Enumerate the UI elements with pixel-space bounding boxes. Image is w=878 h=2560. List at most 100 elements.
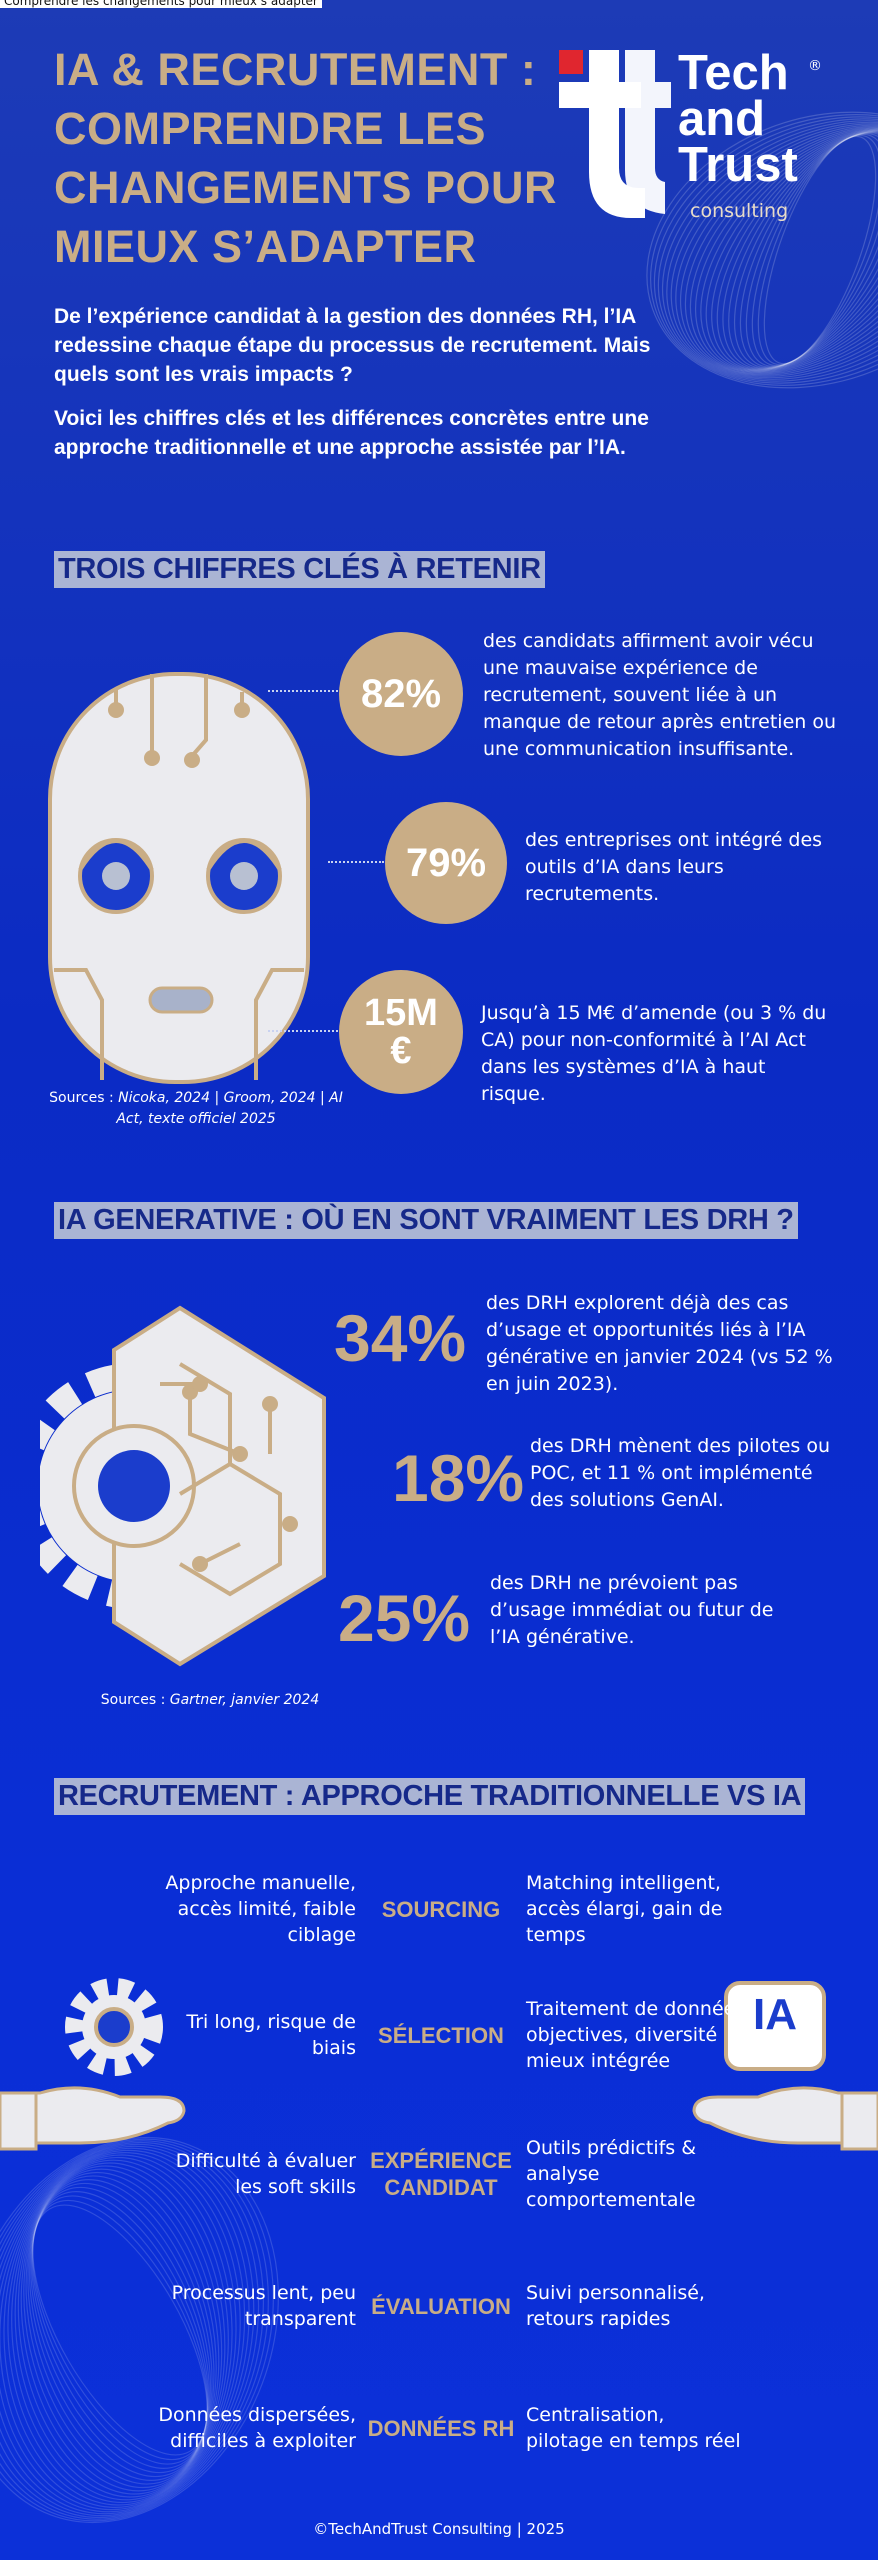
stage-label: DONNÉES RH (367, 2415, 515, 2441)
section-heading: IA GENERATIVE : OÙ EN SONT VRAIMENT LES … (54, 1202, 798, 1239)
comparison-row: Difficulté à évaluer les soft skills EXPÉ… (150, 2109, 750, 2239)
ia-badge: IA (753, 1990, 797, 2039)
genai-figure: 34% (334, 1301, 467, 1375)
decor-ellipse (745, 133, 878, 367)
decor-ellipse (675, 124, 878, 376)
decor-ellipse (0, 2141, 265, 2519)
intro-paragraph: Voici les chiffres clés et les différenc… (54, 407, 649, 459)
decor-ellipse (0, 2152, 241, 2508)
genai-text: des DRH explorent déjà des cas d’usage e… (486, 1292, 833, 1395)
decor-rect (0, 2091, 38, 2151)
genai-figure: 25% (338, 1581, 471, 1655)
traditional-text: Données dispersées, difficiles à exploit… (158, 2404, 356, 2452)
decor-ellipse (7, 2156, 233, 2504)
figure-circle: 15M € (339, 970, 463, 1094)
stage-label: EXPÉRIENCE CANDIDAT (370, 2148, 512, 2200)
decor-ellipse (17, 2165, 223, 2495)
decor-ellipse (705, 129, 878, 371)
decor-g (182, 1376, 298, 1572)
ai-text: Traitement de données objectives, divers… (526, 1998, 746, 2072)
decor-circle (230, 862, 258, 890)
comparison-row: Données dispersées, difficiles à exploit… (150, 2363, 750, 2493)
footer: ©TechAndTrust Consulting | 2025 (313, 2520, 565, 2538)
title-line: COMPRENDRE LES (54, 103, 487, 154)
sources: Sources : Gartner, janvier 2024 (60, 1690, 360, 1711)
sources-text: Gartner, janvier 2024 (169, 1692, 320, 1708)
decor-ellipse (23, 2171, 217, 2489)
decor-ellipse (32, 2204, 208, 2456)
figure-circle: 82% (339, 632, 463, 756)
ai-text: Centralisation, pilotage en temps réel (526, 2404, 741, 2452)
title-line: MIEUX S’ADAPTER (54, 221, 477, 272)
sources-label: Sources : (49, 1090, 114, 1106)
decor-ellipse (751, 133, 878, 367)
decor-ellipse (27, 2179, 213, 2481)
decor-ellipse (700, 128, 878, 372)
figure-text: Jusqu’à 15 M€ d’amende (ou 3 % du CA) po… (481, 1002, 827, 1105)
decor-rect (148, 986, 214, 1014)
logo-line: and (678, 92, 766, 146)
decor-path (206, 839, 282, 872)
decor-circle (192, 1376, 208, 1392)
traditional-text: Approche manuelle, accès limité, faible … (165, 1872, 356, 1946)
genai-text: des DRH ne prévoient pas d’usage immédia… (490, 1572, 774, 1648)
connector (268, 690, 338, 692)
decor-ellipse (661, 120, 878, 380)
stage-label: SOURCING (381, 1896, 501, 1922)
decor-ellipse (670, 123, 878, 377)
sources: Sources : Nicoka, 2024 | Groom, 2024 | A… (46, 1088, 346, 1130)
section-heading: TROIS CHIFFRES CLÉS À RETENIR (54, 551, 545, 588)
decor-ellipse (0, 2147, 250, 2513)
comparison-row: Processus lent, peu transparent ÉVALUATIO… (150, 2241, 750, 2371)
ai-text: Outils prédictifs & analyse comportement… (526, 2137, 697, 2211)
intro-paragraph: De l’expérience candidat à la gestion de… (54, 305, 651, 386)
decor-polyline (190, 674, 208, 758)
section-heading: RECRUTEMENT : APPROCHE TRADITIONNELLE VS… (54, 1778, 806, 1815)
decor-circle (192, 1556, 208, 1572)
decor-ellipse (28, 2182, 212, 2478)
genai-text: des DRH mènent des pilotes ou POC, et 11… (530, 1435, 830, 1511)
decor-circle (94, 2007, 134, 2047)
decor-ellipse (650, 114, 878, 386)
decor-circle (144, 750, 160, 766)
hand-gear-icon (0, 1978, 186, 2151)
decor-circle (184, 752, 200, 768)
decor-ellipse (11, 2159, 229, 2501)
decor-rect (48, 672, 310, 1084)
decor-circle (282, 1516, 298, 1532)
stage-label: ÉVALUATION (371, 2293, 511, 2319)
logo-tagline: consulting (690, 200, 789, 222)
decor-ellipse (733, 131, 878, 369)
decor-ellipse (711, 129, 878, 371)
decor-ellipse (31, 2191, 209, 2469)
decor-ellipse (716, 130, 878, 370)
figure-circle: 79% (385, 802, 507, 924)
robot-illustration (48, 672, 310, 1084)
decor-g (54, 674, 304, 1080)
figure-text: des candidats affirment avoir vécu une m… (483, 630, 837, 760)
sources-text: Nicoka, 2024 | Groom, 2024 | AI Act, tex… (116, 1090, 343, 1127)
decor-polyline (254, 968, 304, 1080)
decor-ellipse (0, 2138, 274, 2522)
decor-ellipse (728, 131, 878, 369)
decor-path (78, 839, 154, 872)
logo-line: Tech (678, 46, 789, 100)
decor-rect (840, 2091, 878, 2151)
logo-line: Trust (678, 138, 798, 192)
title-line: CHANGEMENTS POUR (54, 162, 558, 213)
ai-text: Matching intelligent, accès élargi, gain… (526, 1872, 723, 1946)
decor-path (625, 50, 671, 214)
sources-label: Sources : (100, 1692, 166, 1708)
decor-ellipse (694, 127, 878, 373)
decor-ellipse (20, 2168, 220, 2492)
decor-ellipse (689, 127, 878, 373)
decor-ellipse (3, 2154, 237, 2506)
connector (328, 861, 384, 863)
decor-circle (65, 1978, 163, 2076)
figure-text: des entreprises ont intégré des outils d… (525, 829, 823, 905)
decor-ellipse (0, 2140, 269, 2520)
traditional-text: Tri long, risque de biais (186, 2011, 356, 2059)
